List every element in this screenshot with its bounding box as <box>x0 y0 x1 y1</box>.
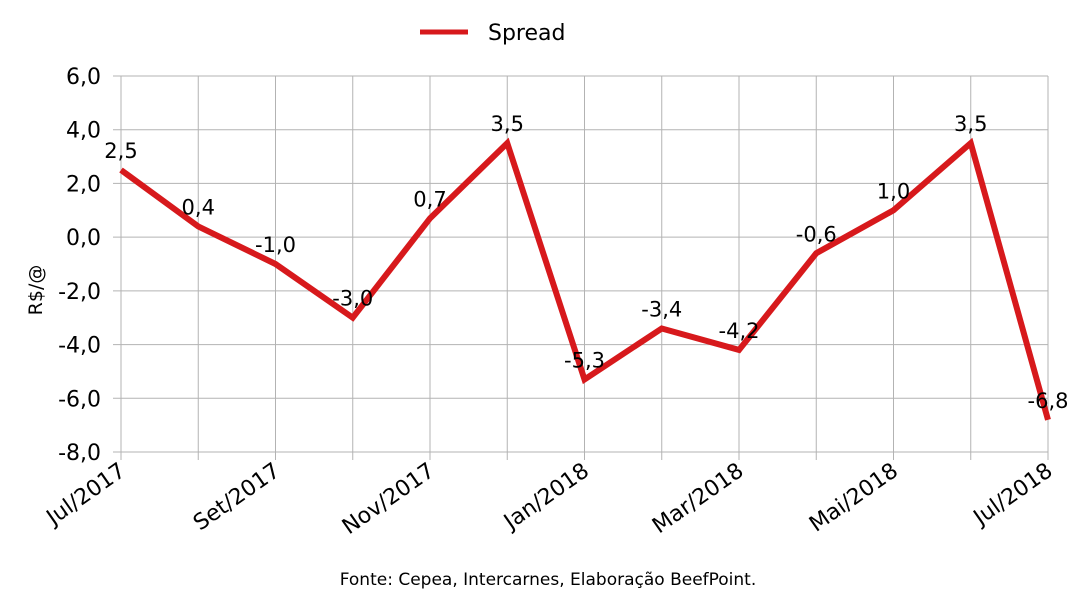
y-tick-label: 6,0 <box>66 65 101 90</box>
x-tick-label: Jul/2018 <box>968 458 1058 531</box>
y-axis-ticks: 6,0 4,0 2,0 0,0 -2,0 -4,0 -6,0 -8,0 <box>58 65 101 466</box>
data-label: 1,0 <box>877 179 910 203</box>
legend-label-spread: Spread <box>488 21 565 46</box>
data-label: -0,6 <box>796 222 837 246</box>
data-label: 0,7 <box>413 187 446 211</box>
x-tick-label: Jan/2018 <box>498 458 594 535</box>
y-tick-label: 2,0 <box>66 172 101 197</box>
data-label: 0,4 <box>182 195 215 219</box>
source-note: Fonte: Cepea, Intercarnes, Elaboração Be… <box>340 570 757 590</box>
y-tick-label: -8,0 <box>58 441 101 466</box>
data-label: -3,4 <box>641 297 682 321</box>
legend: Spread <box>420 21 565 46</box>
y-tick-label: -4,0 <box>58 334 101 359</box>
data-label: 2,5 <box>104 139 137 163</box>
x-axis-ticks: Jul/2017 Set/2017 Nov/2017 Jan/2018 Mar/2018… <box>41 458 1058 539</box>
x-tick-label: Jul/2017 <box>41 458 131 531</box>
y-axis-label: R$/@ <box>25 265 47 316</box>
data-label: -6,8 <box>1028 389 1069 413</box>
data-label: 3,5 <box>954 112 987 136</box>
data-labels: 2,5 0,4 -1,0 -3,0 0,7 3,5 -5,3 -3,4 -4,2 -0,6 1,0 3… <box>104 112 1068 420</box>
data-label: -3,0 <box>332 287 373 311</box>
y-tick-label: 4,0 <box>66 119 101 144</box>
gridlines <box>113 75 1049 460</box>
x-tick-label: Mar/2018 <box>648 458 748 539</box>
data-label: -4,2 <box>719 319 760 343</box>
x-tick-label: Set/2017 <box>189 458 285 536</box>
y-tick-label: -6,0 <box>58 387 101 412</box>
x-tick-label: Mai/2018 <box>805 458 903 537</box>
data-label: -1,0 <box>255 233 296 257</box>
data-label: 3,5 <box>491 112 524 136</box>
data-label: -5,3 <box>564 348 605 372</box>
y-tick-label: 0,0 <box>66 226 101 251</box>
x-tick-label: Nov/2017 <box>338 458 439 539</box>
y-tick-label: -2,0 <box>58 280 101 305</box>
